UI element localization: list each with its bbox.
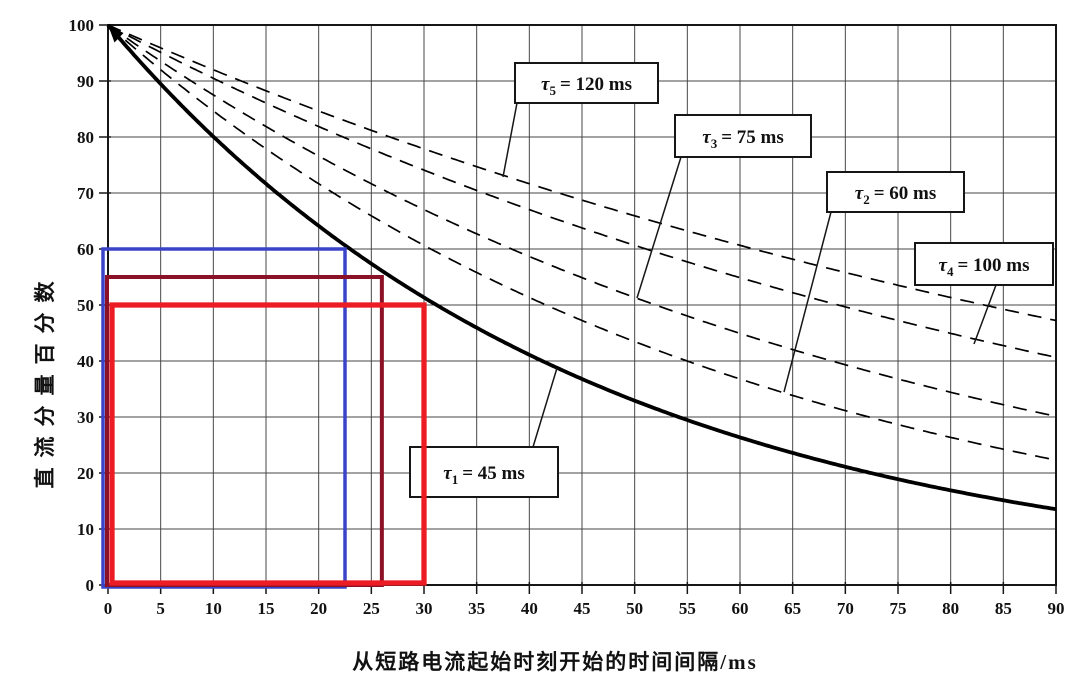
x-tick-label: 0 — [104, 599, 113, 618]
curve-tau-75 — [107, 24, 1057, 418]
annotation-label: τ1 = 45 ms — [443, 463, 525, 487]
x-tick-label: 85 — [995, 599, 1012, 618]
annotation-box — [674, 114, 812, 158]
annotation-box — [826, 171, 965, 213]
x-tick-label: 60 — [732, 599, 749, 618]
y-tick-label: 20 — [77, 464, 94, 483]
curve-tau-45 — [106, 23, 1057, 512]
annotation-leader-line — [502, 102, 518, 178]
annotation-label: τ5 = 120 ms — [541, 74, 632, 98]
y-tick-label: 70 — [77, 184, 94, 203]
y-axis-title: 直流分量百分数 — [33, 271, 57, 489]
axes-layer: 0 5 10 15 20 25 30 35 40 45 50 55 60 65 70 75 80 85 90 0 10 2… — [69, 16, 1065, 618]
x-tick-label: 15 — [258, 599, 275, 618]
x-tick-label: 50 — [626, 599, 643, 618]
annotation-box — [514, 62, 659, 104]
blue-guide-rect — [101, 247, 347, 589]
y-tick-label: 10 — [77, 520, 94, 539]
annotation-tau5: τ5 = 120 ms — [502, 62, 659, 178]
x-tick-label: 70 — [837, 599, 854, 618]
y-tick-label: 0 — [86, 576, 95, 595]
x-tick-label: 65 — [784, 599, 801, 618]
x-tick-label: 75 — [890, 599, 907, 618]
x-tick-label: 35 — [468, 599, 485, 618]
x-tick-label: 80 — [942, 599, 959, 618]
annotation-label: τ2 = 60 ms — [855, 183, 937, 207]
y-tick-label: 40 — [77, 352, 94, 371]
annotation-leader-line — [973, 284, 997, 345]
annotation-leader-line — [532, 367, 558, 448]
annotation-tau4: τ4 = 100 ms — [914, 242, 1054, 345]
curve-tau-60 — [107, 24, 1057, 461]
y-tick-label: 90 — [77, 72, 94, 91]
x-tick-label: 20 — [310, 599, 327, 618]
annotation-tau3: τ3 = 75 ms — [636, 114, 812, 299]
annotation-leader-line — [636, 156, 682, 299]
curves-origin-arrowhead — [108, 25, 124, 43]
annotation-box — [409, 446, 559, 498]
x-tick-label: 10 — [205, 599, 222, 618]
x-tick-label: 90 — [1048, 599, 1065, 618]
x-axis-title: 从短路电流起始时刻开始的时间间隔/ms — [352, 650, 758, 674]
x-tick-label: 45 — [574, 599, 591, 618]
annotation-label: τ4 = 100 ms — [939, 255, 1030, 279]
annotation-leader-line — [783, 211, 832, 393]
dark-red-guide-rect — [105, 275, 384, 587]
y-tick-label: 80 — [77, 128, 94, 147]
y-tick-label: 50 — [77, 296, 94, 315]
y-tick-label: 100 — [69, 16, 95, 35]
red-guide-rect — [109, 302, 427, 586]
y-tick-label: 30 — [77, 408, 94, 427]
x-tick-label: 25 — [363, 599, 380, 618]
y-tick-label: 60 — [77, 240, 94, 259]
annotation-box — [914, 242, 1054, 286]
annotation-tau2: τ2 = 60 ms — [783, 171, 965, 393]
x-tick-label: 5 — [156, 599, 165, 618]
annotation-tau1: τ1 = 45 ms — [409, 367, 559, 498]
x-tick-label: 40 — [521, 599, 538, 618]
curve-tau-100 — [107, 24, 1057, 359]
x-tick-label: 55 — [679, 599, 696, 618]
curve-tau-120 — [107, 24, 1057, 322]
x-tick-label: 30 — [416, 599, 433, 618]
annotation-label: τ3 = 75 ms — [702, 127, 784, 151]
